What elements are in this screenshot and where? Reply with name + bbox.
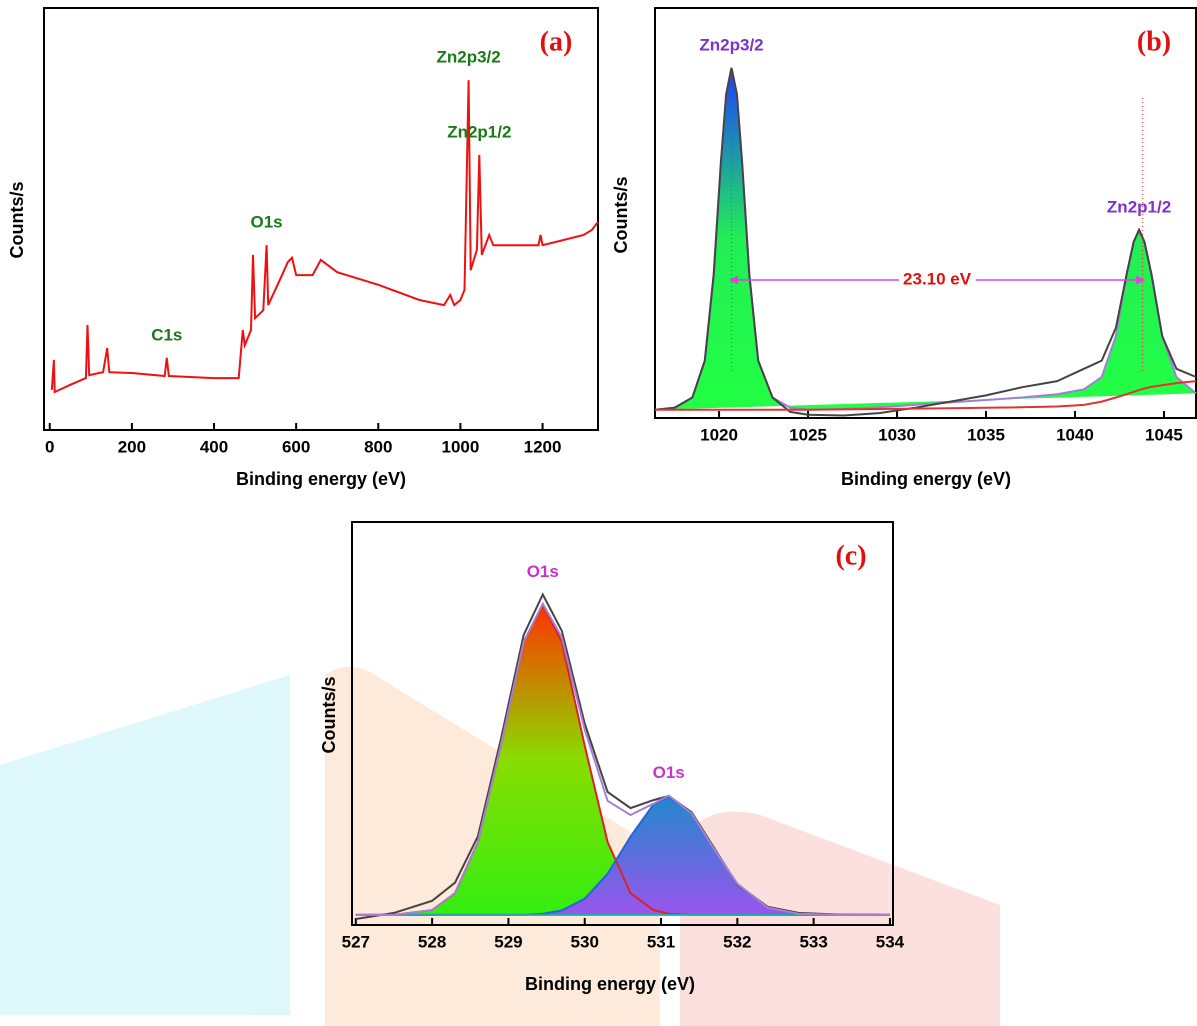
x-axis-title: Binding energy (eV) [841,469,1011,489]
panel-label: (b) [1137,26,1171,57]
y-axis-title: Counts/s [611,176,631,253]
x-tick-label: 1045 [1145,425,1183,444]
x-tick-label: 529 [494,932,522,951]
x-tick-label: 800 [364,437,392,456]
series-line [655,380,1197,411]
annotation: Zn2p3/2 [699,35,763,54]
annotation: 23.10 eV [903,269,972,288]
x-tick-label: 1200 [524,437,562,456]
watermark-shape [0,675,290,1015]
annotation: O1s [251,213,283,232]
x-tick-label: 528 [418,932,446,951]
x-tick-label: 200 [118,437,146,456]
peak-fill [655,67,1196,410]
peak-fill [355,796,890,915]
panel-label: (a) [540,26,573,57]
plot-frame [351,521,894,926]
annotation: C1s [151,325,182,344]
y-axis-title: Counts/s [319,676,339,753]
x-tick-label: 533 [799,932,827,951]
annotation: O1s [527,562,559,581]
watermark-shape [680,811,1000,1026]
plot-frame [654,7,1197,419]
x-tick-label: 1035 [967,425,1005,444]
annotation: Zn2p1/2 [447,122,511,141]
annotation: O1s [653,763,685,782]
x-tick-label: 1030 [878,425,916,444]
x-tick-label: 1000 [442,437,480,456]
x-tick-label: 534 [876,932,905,951]
panel-label: (c) [835,540,866,571]
x-tick-label: 400 [200,437,228,456]
x-tick-label: 600 [282,437,310,456]
annotation: Zn2p3/2 [437,48,501,67]
series-line [50,80,599,394]
series-line [355,601,890,916]
x-tick-label: 527 [342,932,370,951]
x-tick-label: 532 [723,932,751,951]
x-axis-title: Binding energy (eV) [236,469,406,489]
x-tick-label: 1020 [700,425,738,444]
x-tick-label: 0 [45,437,54,456]
x-tick-label: 1040 [1056,425,1094,444]
x-tick-label: 1025 [789,425,827,444]
plot-frame [43,7,599,431]
annotation: Zn2p1/2 [1107,197,1171,216]
x-axis-title: Binding energy (eV) [525,974,695,994]
x-tick-label: 531 [647,932,675,951]
peak-fill [355,605,890,915]
x-tick-label: 530 [571,932,599,951]
y-axis-title: Counts/s [7,181,27,258]
annotation-bg [899,269,976,289]
series-line [654,67,1197,417]
